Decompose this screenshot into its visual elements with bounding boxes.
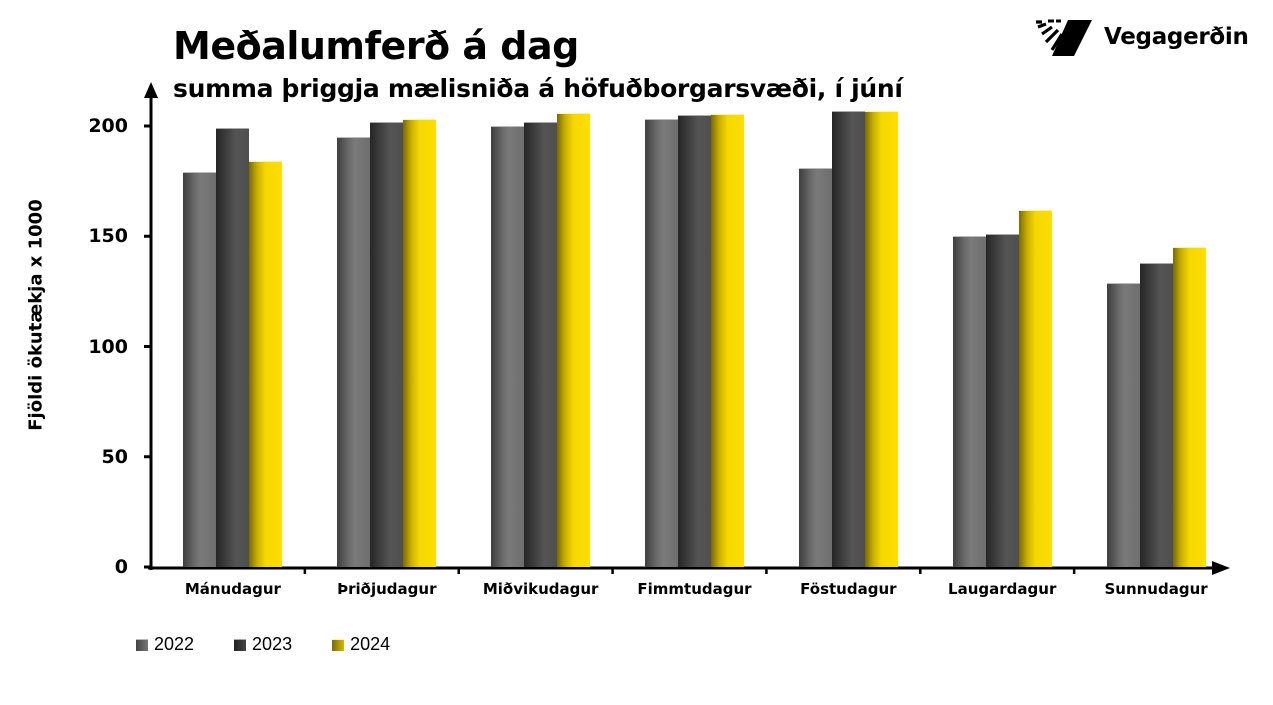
bar-2022[interactable]: [491, 126, 525, 567]
y-tick-label: 200: [88, 115, 128, 137]
legend-label: 2024: [350, 634, 391, 654]
legend-item-2022[interactable]: 2022: [136, 634, 194, 655]
legend-label: 2022: [154, 634, 195, 654]
x-tick-label: Fimmtudagur: [637, 580, 752, 598]
bar-2024[interactable]: [1172, 247, 1206, 567]
x-tick-label: Sunnudagur: [1104, 580, 1208, 598]
bar-2023[interactable]: [370, 121, 404, 567]
legend-item-2023[interactable]: 2023: [234, 634, 292, 655]
bar-2023[interactable]: [831, 110, 865, 567]
bar-2022[interactable]: [798, 167, 832, 567]
bar-2024[interactable]: [711, 113, 744, 567]
bar-2023[interactable]: [985, 234, 1019, 567]
legend-label: 2023: [252, 634, 293, 654]
bar-2024[interactable]: [1018, 209, 1052, 567]
x-tick-label: Föstudagur: [800, 580, 897, 598]
bar-2023[interactable]: [216, 128, 250, 567]
legend: 2022 2023 2024: [136, 634, 430, 655]
y-tick-label: 50: [101, 445, 128, 468]
y-tick-label: 0: [114, 556, 128, 578]
y-tick-label: 100: [88, 335, 128, 358]
x-tick-label: Laugardagur: [948, 580, 1057, 598]
bar-2023[interactable]: [1139, 262, 1173, 567]
bar-2023[interactable]: [678, 114, 711, 567]
vegagerdin-logo-icon: [1036, 19, 1092, 56]
bar-2022[interactable]: [183, 172, 217, 567]
bar-2024[interactable]: [403, 119, 437, 567]
bar-2022[interactable]: [645, 119, 678, 567]
bar-2024[interactable]: [249, 161, 283, 567]
logo-text: Vegagerðin: [1104, 24, 1249, 50]
bar-2024[interactable]: [864, 110, 898, 567]
x-tick-label: Mánudagur: [184, 580, 281, 598]
y-axis-label: Fjöldi ökutækja x 1000: [25, 199, 47, 431]
legend-swatch-2023: [234, 638, 247, 651]
logo: Vegagerðin: [1034, 18, 1249, 56]
legend-swatch-2022: [136, 638, 148, 651]
bar-2022[interactable]: [1106, 282, 1140, 567]
bar-2024[interactable]: [557, 112, 591, 567]
x-tick-label: Miðvikudagur: [482, 580, 599, 598]
chart-title: Meðalumferð á dag: [173, 24, 579, 68]
legend-swatch-2024: [332, 638, 345, 651]
legend-item-2024[interactable]: 2024: [332, 634, 390, 655]
chart-subtitle: summa þriggja mælisniða á höfuðborgarsvæ…: [173, 74, 903, 103]
x-tick-label: Þriðjudagur: [337, 580, 437, 598]
bar-2022[interactable]: [952, 236, 986, 567]
bar-2022[interactable]: [337, 137, 371, 567]
bar-2023[interactable]: [524, 121, 558, 567]
y-tick-label: 150: [88, 225, 128, 248]
